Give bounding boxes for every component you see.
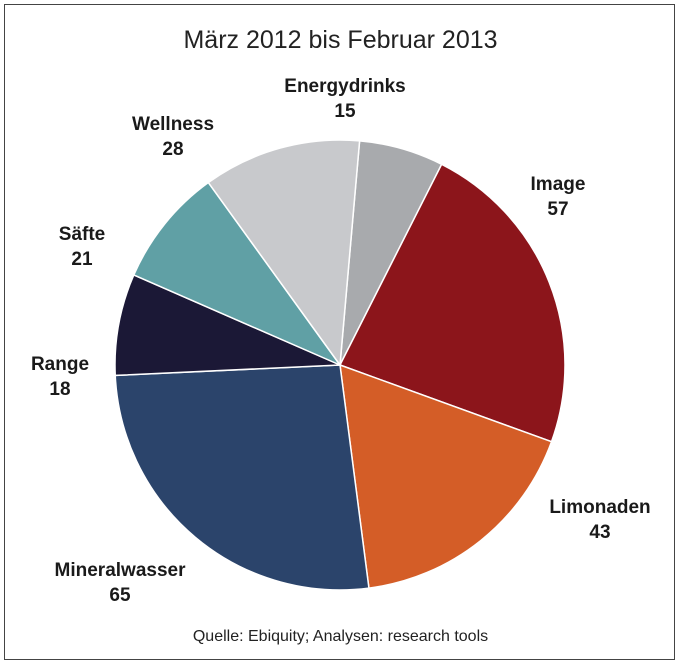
slice-value-label: 43 bbox=[589, 522, 610, 543]
slice-value-label: 21 bbox=[71, 249, 93, 270]
pie-slice-range bbox=[114, 273, 341, 377]
chart-title: März 2012 bis Februar 2013 bbox=[183, 26, 498, 54]
chart-source: Quelle: Ebiquity; Analysen: research too… bbox=[192, 628, 489, 645]
slice-label: Image bbox=[531, 174, 586, 195]
slice-label: Energydrinks bbox=[284, 76, 405, 97]
slice-value-label: 18 bbox=[49, 379, 70, 400]
slice-label: Wellness bbox=[132, 114, 214, 135]
slice-value-label: 65 bbox=[109, 585, 131, 606]
slice-value-label: 28 bbox=[162, 139, 183, 160]
pie-slice-säfte bbox=[132, 181, 343, 367]
pie-slice-mineralwasser bbox=[114, 364, 370, 591]
pie-slice-image bbox=[338, 163, 566, 443]
slice-label: Mineralwasser bbox=[55, 560, 187, 581]
slice-label: Limonaden bbox=[549, 497, 650, 518]
slice-label: Range bbox=[31, 354, 89, 375]
slice-value-label: 57 bbox=[547, 199, 568, 220]
pie-slice-wellness bbox=[207, 139, 361, 368]
slice-label: Säfte bbox=[59, 224, 105, 245]
slice-value-label: 15 bbox=[334, 101, 356, 122]
pie-slice-limonaden bbox=[339, 363, 553, 589]
